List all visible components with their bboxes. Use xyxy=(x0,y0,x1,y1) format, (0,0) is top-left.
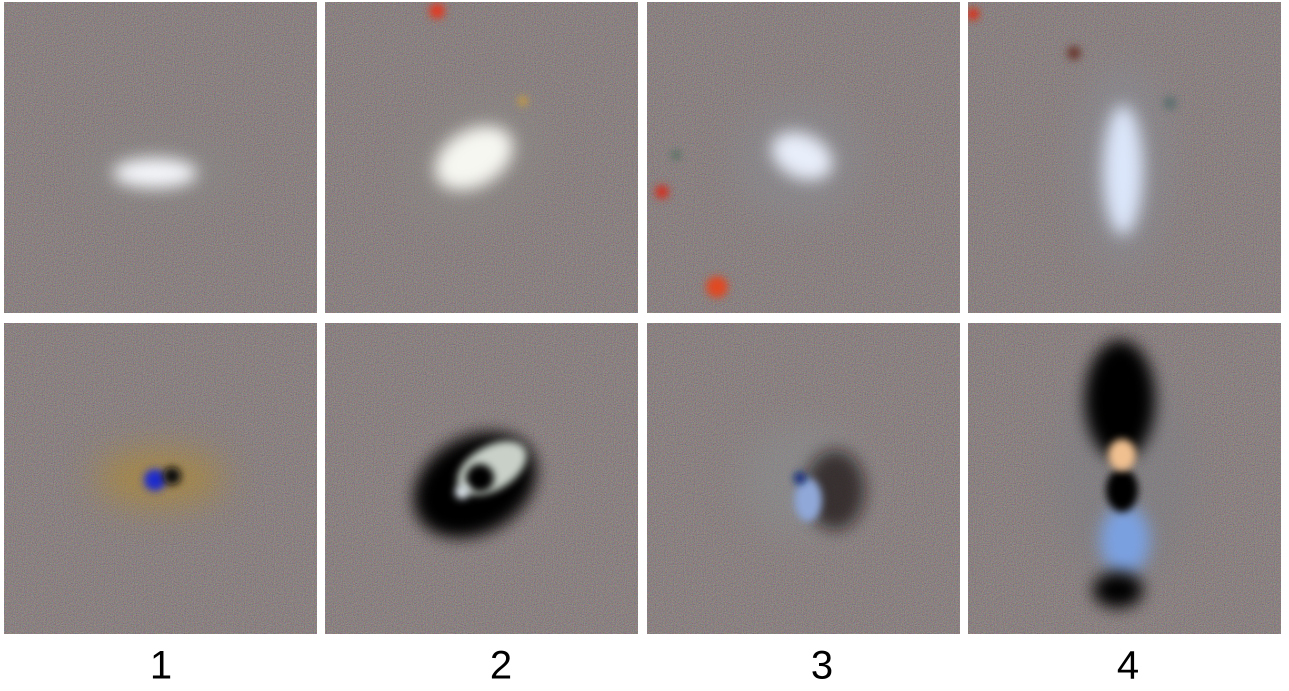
galaxy-image xyxy=(968,2,1281,313)
residual-image xyxy=(325,323,638,634)
panel-label: 2 xyxy=(490,644,512,688)
residual-image xyxy=(968,323,1281,634)
panel-label: 3 xyxy=(811,644,833,688)
panel-label: 1 xyxy=(150,644,172,688)
panel-label: 4 xyxy=(1117,644,1139,688)
residual-image xyxy=(647,323,960,634)
galaxy-image xyxy=(647,2,960,313)
galaxy-image xyxy=(4,2,317,313)
residual-image xyxy=(4,323,317,634)
galaxy-image xyxy=(325,2,638,313)
